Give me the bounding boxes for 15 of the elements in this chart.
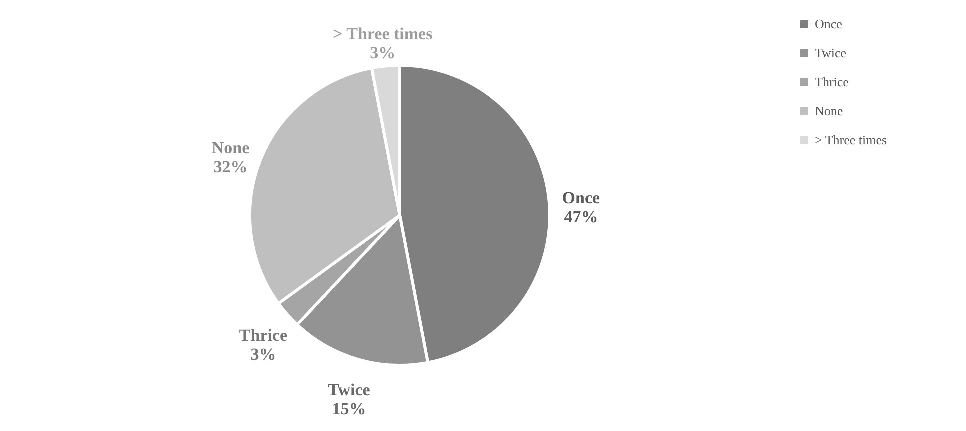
data-label: 32% <box>214 158 248 176</box>
legend-label: None <box>815 104 844 118</box>
legend-label: Thrice <box>815 74 850 90</box>
legend-label: Once <box>815 16 843 32</box>
slice-label: Twice <box>328 380 371 400</box>
data-label: 3% <box>370 43 396 62</box>
data-label: 47% <box>564 207 598 226</box>
slice-label: None <box>212 138 250 158</box>
legend-label: Twice <box>815 46 847 60</box>
slice-label: Thrice <box>239 326 288 345</box>
legend-label: > Three times <box>815 132 888 148</box>
data-label: 15% <box>332 399 366 418</box>
slice-label: > Three times <box>333 24 434 44</box>
slice-label: Once <box>562 188 601 208</box>
data-label: 3% <box>250 344 276 364</box>
